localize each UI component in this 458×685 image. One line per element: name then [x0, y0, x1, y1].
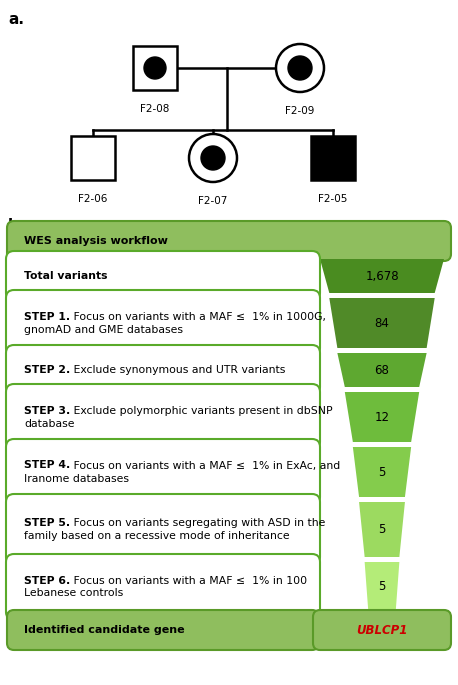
Text: 84: 84: [375, 316, 389, 329]
Polygon shape: [345, 392, 419, 442]
Polygon shape: [329, 298, 435, 348]
Text: Focus on variants with a MAF ≤  1% in ExAc, and: Focus on variants with a MAF ≤ 1% in ExA…: [70, 460, 340, 471]
Text: database: database: [24, 419, 75, 429]
Text: Lebanese controls: Lebanese controls: [24, 588, 123, 599]
Text: 5: 5: [378, 580, 386, 593]
Text: 12: 12: [375, 410, 389, 423]
FancyBboxPatch shape: [311, 136, 355, 180]
Text: Exclude synonymous and UTR variants: Exclude synonymous and UTR variants: [70, 365, 286, 375]
Text: Focus on variants with a MAF ≤  1% in 1000G,: Focus on variants with a MAF ≤ 1% in 100…: [70, 312, 326, 321]
Text: STEP 2.: STEP 2.: [24, 365, 70, 375]
FancyBboxPatch shape: [6, 384, 320, 450]
Text: a.: a.: [8, 12, 24, 27]
Text: WES analysis workflow: WES analysis workflow: [24, 236, 168, 246]
Circle shape: [288, 56, 312, 80]
Text: STEP 5.: STEP 5.: [24, 518, 70, 528]
Polygon shape: [353, 447, 411, 497]
FancyBboxPatch shape: [313, 610, 451, 650]
FancyBboxPatch shape: [6, 345, 320, 395]
Text: STEP 4.: STEP 4.: [24, 460, 70, 471]
FancyBboxPatch shape: [7, 610, 319, 650]
Text: STEP 1.: STEP 1.: [24, 312, 70, 321]
Text: Focus on variants segregating with ASD in the: Focus on variants segregating with ASD i…: [70, 518, 326, 528]
FancyBboxPatch shape: [133, 46, 177, 90]
Text: 5: 5: [378, 466, 386, 479]
Text: STEP 3.: STEP 3.: [24, 406, 70, 416]
Text: F2-09: F2-09: [285, 106, 315, 116]
Text: gnomAD and GME databases: gnomAD and GME databases: [24, 325, 183, 334]
Circle shape: [201, 146, 225, 170]
Circle shape: [144, 57, 166, 79]
Polygon shape: [320, 259, 444, 293]
Text: family based on a recessive mode of inheritance: family based on a recessive mode of inhe…: [24, 531, 289, 541]
Circle shape: [189, 134, 237, 182]
Polygon shape: [338, 353, 427, 387]
Text: 68: 68: [375, 364, 389, 377]
FancyBboxPatch shape: [6, 251, 320, 301]
Text: Focus on variants with a MAF ≤  1% in 100: Focus on variants with a MAF ≤ 1% in 100: [70, 575, 307, 586]
Text: 5: 5: [378, 523, 386, 536]
FancyBboxPatch shape: [6, 439, 320, 505]
Text: 1,678: 1,678: [365, 269, 399, 282]
Text: F2-07: F2-07: [198, 196, 228, 206]
Text: Identified candidate gene: Identified candidate gene: [24, 625, 185, 635]
FancyBboxPatch shape: [71, 136, 115, 180]
Text: F2-06: F2-06: [78, 194, 108, 204]
FancyBboxPatch shape: [6, 554, 320, 620]
FancyBboxPatch shape: [6, 290, 320, 356]
Text: UBLCP1: UBLCP1: [356, 623, 408, 636]
Text: F2-08: F2-08: [140, 104, 169, 114]
Polygon shape: [359, 502, 405, 557]
Text: b.: b.: [8, 218, 24, 233]
FancyBboxPatch shape: [6, 494, 320, 565]
Text: Iranome databases: Iranome databases: [24, 473, 129, 484]
FancyBboxPatch shape: [7, 221, 451, 261]
Text: F2-05: F2-05: [318, 194, 348, 204]
Polygon shape: [365, 562, 399, 612]
Text: Exclude polymorphic variants present in dbSNP: Exclude polymorphic variants present in …: [70, 406, 333, 416]
Text: Total variants: Total variants: [24, 271, 108, 281]
Circle shape: [276, 44, 324, 92]
Text: STEP 6.: STEP 6.: [24, 575, 70, 586]
